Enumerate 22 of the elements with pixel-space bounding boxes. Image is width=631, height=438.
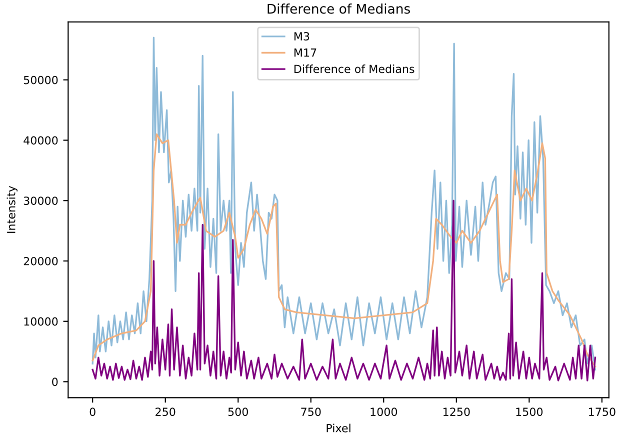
y-tick-label: 20000 — [24, 256, 58, 266]
x-tick-label: 1750 — [589, 408, 616, 416]
x-tick-label: 1000 — [370, 408, 398, 416]
x-tick-label: 1250 — [443, 408, 470, 416]
y-tick-label: 40000 — [24, 136, 58, 145]
line-series — [92, 200, 596, 382]
y-tick-label: 10000 — [24, 317, 58, 326]
legend-label: Difference of Medians — [294, 64, 414, 74]
x-axis-title: Pixel — [326, 424, 350, 432]
legend-label: M17 — [294, 48, 316, 57]
y-axis-title: Intensity — [6, 186, 18, 233]
x-tick-label: 750 — [301, 408, 321, 416]
line-series — [92, 133, 596, 368]
chart-title: Difference of Medians — [268, 4, 410, 14]
x-tick-label: 500 — [228, 408, 248, 416]
y-tick-label: 50000 — [24, 76, 58, 84]
x-tick-label: 1500 — [516, 408, 543, 416]
legend-label: M3 — [294, 32, 310, 40]
y-tick-label: 0 — [52, 378, 58, 386]
x-tick-label: 0 — [90, 408, 96, 416]
x-tick-label: 250 — [156, 408, 176, 416]
y-tick-label: 30000 — [24, 196, 58, 205]
